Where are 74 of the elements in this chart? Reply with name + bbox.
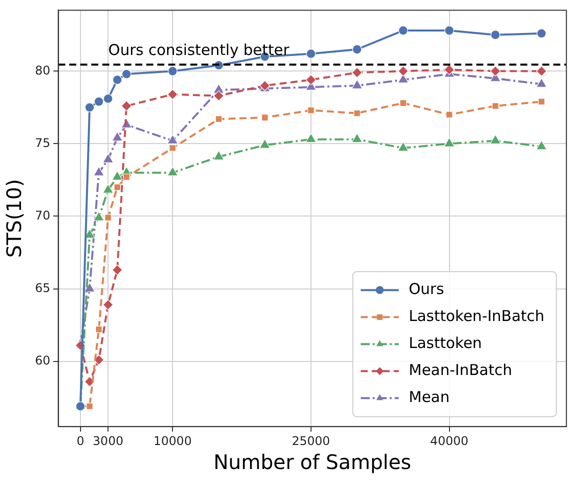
point xyxy=(123,174,130,181)
point xyxy=(354,110,361,117)
point xyxy=(352,133,363,143)
point xyxy=(167,89,178,100)
point xyxy=(86,402,94,410)
point xyxy=(307,106,314,114)
point xyxy=(444,137,455,147)
legend-label: Ours xyxy=(408,280,444,298)
x-tick-label: 25000 xyxy=(292,434,330,448)
point xyxy=(492,102,499,110)
point xyxy=(122,69,132,79)
point xyxy=(215,116,222,122)
point xyxy=(84,282,96,292)
point xyxy=(306,74,316,86)
point xyxy=(213,90,224,102)
point xyxy=(103,94,113,104)
point xyxy=(169,144,176,152)
point xyxy=(490,30,500,40)
point xyxy=(352,44,362,54)
point xyxy=(213,150,224,160)
point xyxy=(112,75,122,85)
point xyxy=(306,48,316,59)
point xyxy=(95,326,102,333)
legend-label: Lasttoken xyxy=(408,334,482,352)
point xyxy=(114,184,121,191)
point xyxy=(398,66,408,76)
x-tick-label: 40000 xyxy=(430,434,468,448)
y-tick-label: 60 xyxy=(34,353,50,368)
point xyxy=(490,134,501,144)
point xyxy=(167,166,178,176)
point xyxy=(536,78,547,88)
point xyxy=(102,299,114,310)
point xyxy=(352,67,362,78)
y-tick-label: 70 xyxy=(34,208,50,222)
point xyxy=(104,214,112,222)
legend-label: Mean-InBatch xyxy=(408,360,512,379)
point xyxy=(398,142,409,152)
point xyxy=(168,66,178,76)
y-axis-title: STS(10) xyxy=(2,179,26,258)
point xyxy=(112,264,123,276)
legend-label: Mean xyxy=(408,388,450,406)
point xyxy=(400,100,407,107)
point xyxy=(490,66,501,76)
x-tick-label: 3000 xyxy=(92,434,124,448)
point xyxy=(536,140,547,150)
point xyxy=(444,64,455,75)
point xyxy=(93,211,104,221)
x-tick-label: 10000 xyxy=(154,434,192,448)
point xyxy=(121,100,132,112)
point xyxy=(398,26,408,36)
point xyxy=(112,132,123,142)
legend-label: Lasttoken-InBatch xyxy=(408,306,544,325)
point xyxy=(102,153,114,163)
point xyxy=(536,66,547,76)
point xyxy=(305,133,316,143)
point xyxy=(93,166,104,176)
point xyxy=(112,170,123,180)
y-tick-label: 75 xyxy=(34,136,50,150)
point xyxy=(102,184,114,194)
point xyxy=(94,96,104,106)
ref-line-label: Ours consistently better xyxy=(108,41,290,59)
x-tick-label: 0 xyxy=(76,434,84,448)
point xyxy=(259,138,270,148)
y-tick-label: 80 xyxy=(34,63,50,78)
point xyxy=(538,98,545,106)
x-axis-title: Number of Samples xyxy=(213,450,412,474)
point xyxy=(261,114,268,122)
point xyxy=(536,28,546,38)
point xyxy=(167,134,178,144)
y-tick-label: 65 xyxy=(34,280,50,295)
point xyxy=(446,111,453,118)
point xyxy=(352,79,363,89)
point xyxy=(84,102,94,112)
point xyxy=(444,26,454,36)
